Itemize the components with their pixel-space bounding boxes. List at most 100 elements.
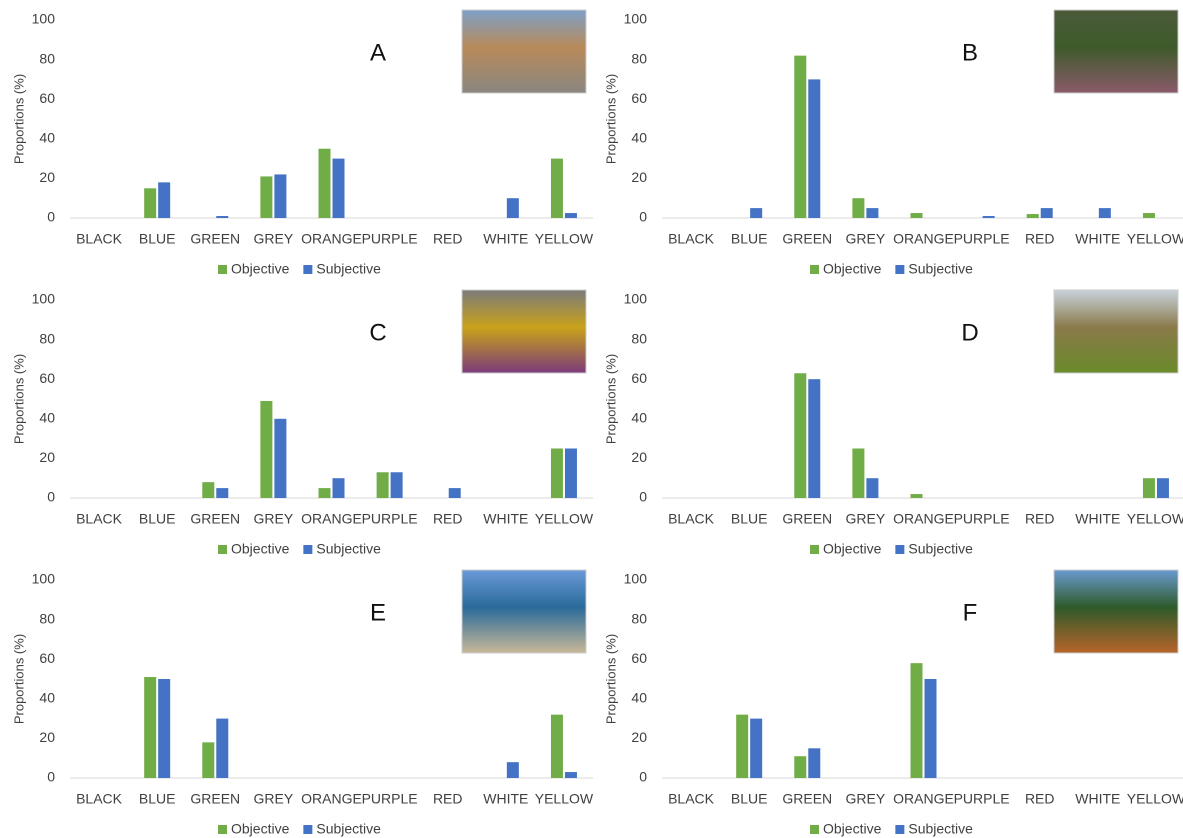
bar <box>377 472 389 498</box>
x-tick-label: BLUE <box>139 231 176 247</box>
x-tick-label: PURPLE <box>954 511 1010 527</box>
x-tick-label: RED <box>433 231 463 247</box>
x-tick-label: GREY <box>846 511 886 527</box>
bar <box>551 159 563 218</box>
legend-label: Objective <box>231 821 290 837</box>
x-tick-label: BLUE <box>731 231 768 247</box>
x-tick-label: PURPLE <box>954 231 1010 247</box>
bar <box>1157 478 1169 498</box>
y-tick-label: 80 <box>39 50 55 66</box>
y-tick-label: 80 <box>631 330 647 346</box>
legend-swatch <box>810 825 819 834</box>
x-tick-label: BLACK <box>76 511 123 527</box>
bar <box>260 176 272 218</box>
chart-title: C <box>369 319 386 346</box>
bar <box>808 748 820 778</box>
bar <box>202 742 214 778</box>
x-tick-label: GREEN <box>190 231 240 247</box>
bar <box>808 79 820 218</box>
bar <box>319 488 331 498</box>
y-tick-label: 0 <box>639 769 647 785</box>
x-tick-label: PURPLE <box>362 511 418 527</box>
x-tick-label: ORANGE <box>893 511 954 527</box>
y-tick-label: 0 <box>47 489 55 505</box>
legend-label: Subjective <box>316 821 381 837</box>
y-tick-label: 20 <box>631 169 647 185</box>
bar <box>216 719 228 778</box>
legend-label: Subjective <box>908 541 973 557</box>
chart-title: E <box>370 599 386 626</box>
thumbnail-photo <box>462 290 586 373</box>
x-tick-label: WHITE <box>1075 791 1120 807</box>
x-tick-label: BLACK <box>668 231 715 247</box>
bar <box>911 663 923 778</box>
y-tick-label: 20 <box>39 449 55 465</box>
x-tick-label: BLACK <box>668 791 715 807</box>
bar <box>1099 208 1111 218</box>
bar <box>551 715 563 778</box>
legend-swatch <box>303 265 312 274</box>
x-tick-label: BLUE <box>139 511 176 527</box>
bar <box>333 159 345 218</box>
y-tick-label: 100 <box>32 291 56 307</box>
x-tick-label: RED <box>433 791 463 807</box>
bar <box>750 208 762 218</box>
x-tick-label: YELLOW <box>535 231 594 247</box>
bar <box>736 715 748 778</box>
y-tick-label: 0 <box>47 209 55 225</box>
y-tick-label: 40 <box>631 410 647 426</box>
bar <box>565 772 577 778</box>
bar <box>911 494 923 498</box>
bar <box>565 449 577 499</box>
y-tick-label: 20 <box>631 449 647 465</box>
chart-title: F <box>963 599 978 626</box>
y-tick-label: 100 <box>624 291 648 307</box>
bar <box>333 478 345 498</box>
legend-label: Objective <box>823 821 882 837</box>
bar <box>983 216 995 218</box>
thumbnail-photo <box>462 10 586 93</box>
bar <box>565 213 577 218</box>
x-tick-label: YELLOW <box>535 511 594 527</box>
bar <box>274 419 286 498</box>
bar <box>551 449 563 499</box>
x-tick-label: GREY <box>254 231 294 247</box>
bar <box>808 379 820 498</box>
x-tick-label: ORANGE <box>301 511 362 527</box>
x-tick-label: GREEN <box>190 791 240 807</box>
chart-title: D <box>961 319 978 346</box>
y-tick-label: 80 <box>39 330 55 346</box>
x-tick-label: GREEN <box>782 791 832 807</box>
bar <box>144 188 156 218</box>
x-tick-label: RED <box>433 511 463 527</box>
figure: A Proportions (%) 0 20 40 60 80 100 BLACK BLUE GRE… <box>0 0 1183 838</box>
x-tick-label: YELLOW <box>1127 791 1183 807</box>
y-tick-label: 20 <box>39 729 55 745</box>
chart-title: A <box>370 39 386 66</box>
legend-swatch <box>810 545 819 554</box>
x-tick-label: BLUE <box>139 791 176 807</box>
y-tick-label: 100 <box>624 11 648 27</box>
x-tick-label: YELLOW <box>1127 231 1183 247</box>
bar <box>202 482 214 498</box>
x-tick-label: PURPLE <box>954 791 1010 807</box>
legend-swatch <box>895 545 904 554</box>
y-axis-label: Proportions (%) <box>603 74 618 164</box>
x-tick-label: GREY <box>846 791 886 807</box>
y-tick-label: 80 <box>631 50 647 66</box>
bar <box>925 679 937 778</box>
y-tick-label: 100 <box>32 571 56 587</box>
x-tick-label: BLACK <box>76 791 123 807</box>
y-tick-label: 60 <box>631 650 647 666</box>
thumbnail-photo <box>1054 570 1178 653</box>
x-tick-label: BLACK <box>76 231 123 247</box>
x-tick-label: GREY <box>254 791 294 807</box>
bar <box>852 449 864 499</box>
y-tick-label: 40 <box>631 130 647 146</box>
x-tick-label: BLUE <box>731 791 768 807</box>
x-tick-label: WHITE <box>1075 511 1120 527</box>
bar <box>1041 208 1053 218</box>
